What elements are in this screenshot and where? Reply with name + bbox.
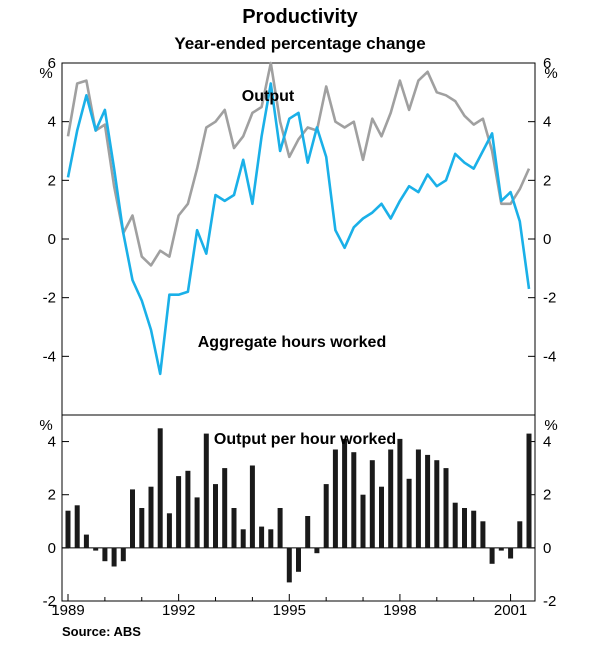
y-tick-label-right: 0 <box>543 540 551 557</box>
bar <box>194 497 200 548</box>
y-tick-label-left: 0 <box>48 231 56 248</box>
bar <box>286 547 292 583</box>
y-tick-label-right: 2 <box>543 487 551 504</box>
y-tick-label-left: -4 <box>43 348 56 365</box>
bar <box>332 449 338 548</box>
bar <box>517 521 523 548</box>
bar <box>480 521 486 548</box>
y-tick-label-right: 4 <box>543 114 551 131</box>
bar <box>508 547 514 559</box>
top-panel: % % -4 -4 -2 -2 0 0 2 2 4 4 6 6 <box>39 55 558 376</box>
bar <box>120 547 126 562</box>
bar <box>443 468 449 548</box>
bar <box>314 547 320 554</box>
bar <box>203 433 209 548</box>
bar <box>388 449 394 548</box>
x-tick-label: 1995 <box>273 602 306 619</box>
y-tick-label-right: 0 <box>543 231 551 248</box>
bar <box>397 438 403 548</box>
bar <box>305 516 311 548</box>
bar <box>296 547 301 572</box>
y-unit-left-top: % <box>39 65 52 82</box>
bar <box>148 486 154 548</box>
bottom-panel: % % -2 -2 0 0 2 2 4 4 1989 1992 1995 1998 2001 <box>39 417 557 619</box>
bar <box>369 460 375 548</box>
bar <box>342 438 348 548</box>
y-tick-label-right: -4 <box>543 348 556 365</box>
y-tick-label-right: -2 <box>543 290 556 307</box>
x-tick-label: 2001 <box>494 602 527 619</box>
bar <box>102 547 108 562</box>
y-tick-label-left: 0 <box>48 540 56 557</box>
series-line-hours <box>66 82 531 376</box>
y-tick-label-left: 2 <box>48 487 56 504</box>
bar <box>74 505 80 548</box>
chart-title: Productivity <box>242 6 358 28</box>
bar <box>111 547 117 567</box>
bar <box>166 513 172 548</box>
bar <box>83 534 89 548</box>
bar <box>130 489 135 548</box>
x-tick-label: 1998 <box>383 602 416 619</box>
bar <box>406 478 412 548</box>
bar <box>65 510 71 548</box>
bar <box>415 449 421 548</box>
bar <box>379 486 384 548</box>
bar <box>213 484 218 548</box>
y-unit-left-bottom: % <box>39 417 52 434</box>
bar <box>259 526 265 548</box>
bar <box>139 508 145 548</box>
y-unit-right-bottom: % <box>544 417 557 434</box>
annotation-output: Output <box>242 88 295 105</box>
x-tick-label: 1992 <box>162 602 195 619</box>
y-tick-label-left: -2 <box>43 593 56 610</box>
bar <box>498 547 504 551</box>
bar <box>351 452 357 548</box>
series-line-output <box>66 61 531 267</box>
bar-panel-title: Output per hour worked <box>214 431 396 448</box>
y-tick-label-right: 4 <box>543 434 551 451</box>
bar <box>452 502 458 548</box>
y-tick-label-left: 4 <box>48 114 56 131</box>
x-tick-label: 1989 <box>51 602 84 619</box>
bar <box>323 484 329 548</box>
source-note: Source: ABS <box>62 624 141 639</box>
bar <box>471 510 477 548</box>
y-tick-label-right: 2 <box>543 172 551 189</box>
bar <box>185 470 191 548</box>
bar <box>249 465 255 548</box>
bar <box>425 454 431 548</box>
y-tick-label-right: -2 <box>543 593 556 610</box>
bar <box>360 494 366 548</box>
bar <box>176 476 182 548</box>
bar <box>526 433 532 548</box>
y-unit-right-top: % <box>544 65 557 82</box>
bar <box>462 508 467 548</box>
bar <box>277 508 283 548</box>
bar <box>231 508 237 548</box>
annotation-hours: Aggregate hours worked <box>198 334 386 351</box>
bar <box>240 529 246 548</box>
chart-subtitle: Year-ended percentage change <box>174 34 426 53</box>
y-tick-label-left: 4 <box>48 434 56 451</box>
bar <box>434 460 440 548</box>
bar <box>268 529 274 548</box>
plot-frame <box>61 62 536 602</box>
bar <box>157 428 163 548</box>
bar <box>489 547 495 564</box>
y-tick-label-right: 6 <box>543 55 551 72</box>
y-tick-label-left: 6 <box>48 55 56 72</box>
y-tick-label-left: 2 <box>48 172 56 189</box>
bar <box>93 547 99 551</box>
bar <box>222 468 228 548</box>
y-tick-label-left: -2 <box>43 290 56 307</box>
